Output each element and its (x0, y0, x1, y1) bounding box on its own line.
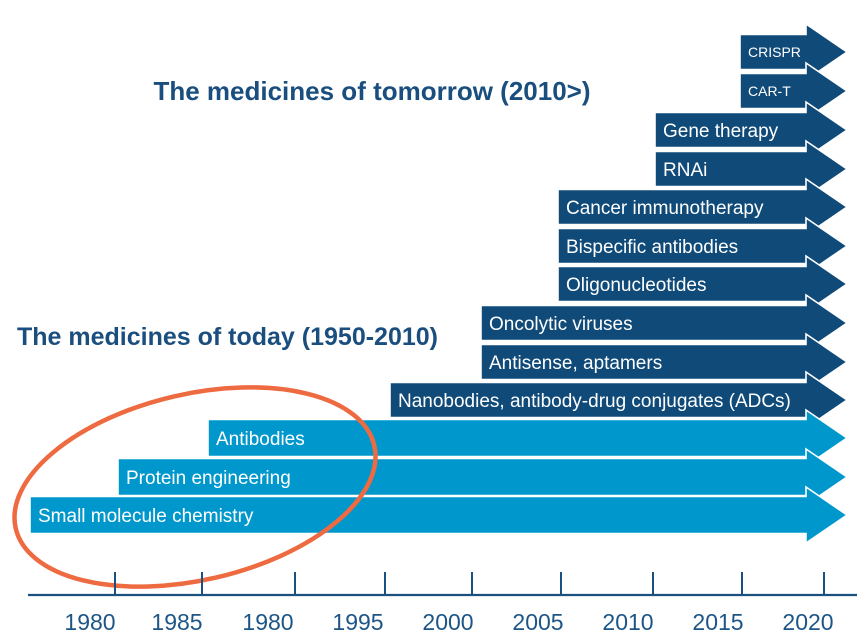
axis-year-label: 1995 (332, 609, 383, 635)
arrow-label: Antisense, aptamers (489, 353, 662, 374)
axis-year-label: 2015 (692, 609, 743, 635)
timeline-arrow-crispr: CRISPR (739, 22, 849, 82)
arrow-shape (739, 61, 849, 121)
arrow-shape (654, 139, 849, 199)
timeline-arrow-oligonucleotides: Oligonucleotides (557, 254, 849, 314)
timeline-arrow-rnai: RNAi (654, 139, 849, 199)
arrow-shape (389, 370, 849, 430)
time-axis: 1980 1985 1980 1995 2000 2005 2010 2015 … (28, 572, 857, 635)
timeline-arrow-car-t: CAR-T (739, 61, 849, 121)
arrow-label: Protein engineering (126, 468, 291, 489)
timeline-arrow-antisense-aptamers: Antisense, aptamers (480, 332, 849, 392)
timeline-arrow-small-molecule-chemistry: Small molecule chemistry (29, 485, 849, 545)
timeline-arrow-gene-therapy: Gene therapy (654, 100, 849, 160)
arrow-shape (557, 216, 849, 276)
axis-year-label: 2020 (782, 609, 833, 635)
axis-year-label: 2005 (512, 609, 563, 635)
arrow-label: Cancer immunotherapy (566, 198, 764, 219)
arrow-shape (557, 177, 849, 237)
arrow-shape (739, 22, 849, 82)
timeline-arrow-protein-engineering: Protein engineering (117, 447, 849, 507)
arrow-label: CRISPR (748, 44, 801, 60)
arrow-shape (557, 254, 849, 314)
title-medicines-of-tomorrow: The medicines of tomorrow (2010>) (153, 76, 590, 106)
arrow-shape (480, 332, 849, 392)
arrow-shape (480, 293, 849, 353)
arrow-label: Gene therapy (663, 121, 779, 142)
arrow-label: Oncolytic viruses (489, 314, 633, 335)
timeline-arrow-cancer-immunotherapy: Cancer immunotherapy (557, 177, 849, 237)
timeline-arrow-nanobodies-adcs: Nanobodies, antibody-drug conjugates (AD… (389, 370, 849, 430)
title-medicines-of-today: The medicines of today (1950-2010) (17, 323, 438, 351)
axis-year-label: 2000 (422, 609, 473, 635)
axis-year-label: 1980 (242, 609, 293, 635)
timeline-arrow-antibodies: Antibodies (207, 408, 849, 468)
arrow-shape (654, 100, 849, 160)
arrow-label: Small molecule chemistry (38, 506, 254, 527)
timeline-arrow-oncolytic-viruses: Oncolytic viruses (480, 293, 849, 353)
axis-year-label: 1980 (64, 609, 115, 635)
arrow-label: Antibodies (216, 429, 305, 450)
arrow-label: RNAi (663, 160, 707, 181)
arrow-label: CAR-T (748, 83, 791, 99)
axis-year-label: 1985 (151, 609, 202, 635)
arrow-shape (207, 408, 849, 468)
arrow-label: Oligonucleotides (566, 275, 706, 296)
emphasis-ellipse (12, 385, 378, 589)
timeline-arrow-bispecific-antibodies: Bispecific antibodies (557, 216, 849, 276)
axis-year-label: 2010 (602, 609, 653, 635)
arrow-label: Bispecific antibodies (566, 237, 738, 258)
arrow-label: Nanobodies, antibody-drug conjugates (AD… (398, 391, 791, 412)
arrow-shape (117, 447, 849, 507)
arrow-shape (29, 485, 849, 545)
